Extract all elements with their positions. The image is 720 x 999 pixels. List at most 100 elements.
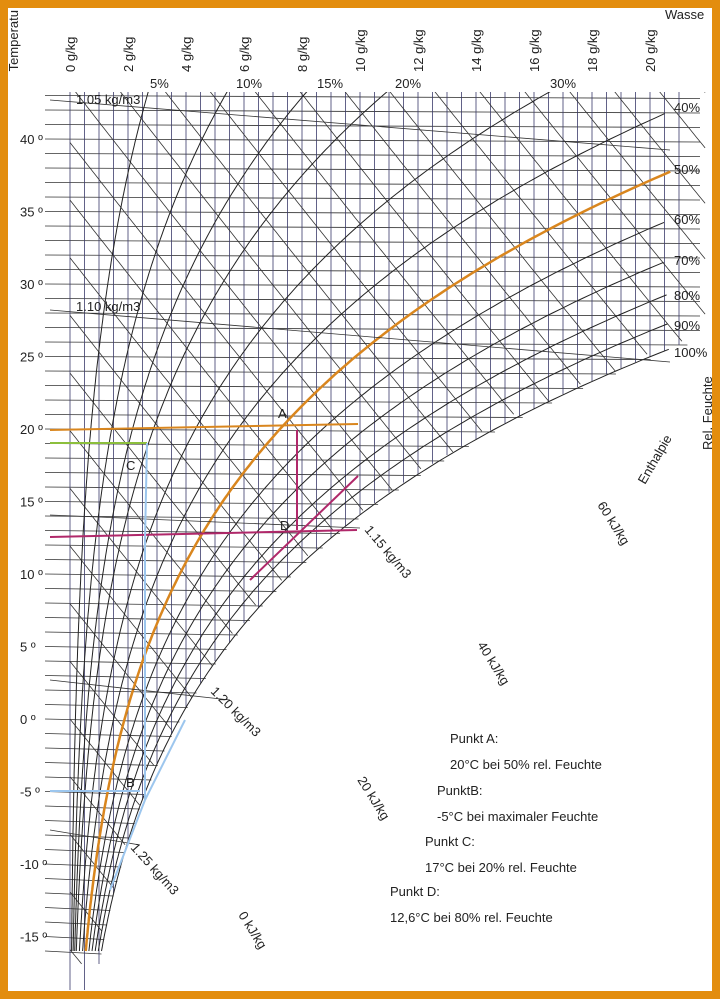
isotherm — [44, 182, 701, 186]
construction-line — [144, 442, 148, 800]
isotherm — [44, 225, 701, 230]
isotherm — [44, 849, 126, 853]
isotherm — [44, 109, 701, 114]
enthalpy-line — [434, 92, 648, 355]
header-label: Wasse — [665, 7, 704, 22]
enthalpy-line — [75, 92, 393, 490]
water-label: 2 g/kg — [121, 37, 136, 72]
rh-curve — [91, 261, 664, 952]
temperature-label: -15 º — [20, 930, 47, 945]
water-label: 0 g/kg — [63, 37, 78, 72]
enthalpy-line — [524, 92, 706, 315]
enthalpy-line — [69, 372, 256, 606]
isotherm — [44, 863, 122, 868]
temperature-label: 10 º — [20, 567, 43, 582]
temperature-label: 15 º — [20, 495, 43, 510]
isotherm — [44, 138, 701, 143]
rh-curve — [74, 92, 308, 952]
rh-curve — [72, 92, 228, 952]
construction-line — [49, 423, 359, 431]
rh-curve — [78, 92, 551, 952]
temperature-label: 40 º — [20, 132, 43, 147]
enthalpy-line — [614, 92, 706, 204]
isotherm — [44, 776, 152, 781]
isotherm — [44, 602, 263, 607]
legend-title: Punkt D: — [390, 884, 440, 899]
isotherm — [44, 559, 307, 563]
legend-text: 12,6°C bei 80% rel. Feuchte — [390, 910, 553, 925]
isotherm — [44, 457, 445, 462]
isotherm — [44, 414, 523, 418]
enthalpy-line — [569, 92, 706, 259]
isotherm — [44, 269, 701, 273]
isotherm — [44, 820, 135, 824]
isotherm — [44, 283, 701, 288]
rh-label: 10% — [236, 76, 262, 91]
enthalpy-line — [69, 545, 193, 698]
isotherm — [44, 950, 102, 955]
enthalpy-line — [69, 661, 155, 766]
enthalpy-line — [120, 92, 422, 470]
legend-title: PunktB: — [437, 783, 483, 798]
enthalpy-line — [69, 142, 364, 511]
enthalpy-line — [164, 92, 454, 453]
rh-label: 70% — [674, 253, 700, 268]
enthalpy-line — [69, 488, 213, 666]
rh-label: 20% — [395, 76, 421, 91]
point-letter: D — [280, 518, 289, 533]
enthalpy-line — [254, 92, 515, 415]
grid — [44, 92, 706, 990]
enthalpy-line — [69, 430, 233, 634]
temperature-label: -5 º — [20, 785, 40, 800]
enthalpy-line — [69, 199, 335, 532]
rh-label: 80% — [674, 288, 700, 303]
density-line — [49, 309, 671, 363]
enthalpy-line — [299, 92, 549, 402]
water-label: 14 g/kg — [469, 29, 484, 72]
rh-label: 90% — [674, 318, 700, 333]
construction-line — [144, 719, 186, 801]
enthalpy-line — [389, 92, 616, 372]
rh-label: 60% — [674, 212, 700, 227]
header-label: Temperatu — [6, 10, 21, 71]
rh-label: 50% — [674, 162, 700, 177]
density-line — [49, 829, 141, 846]
isotherm — [44, 95, 701, 99]
enthalpy-line — [69, 949, 82, 965]
enthalpy-line — [69, 315, 283, 581]
isotherm — [44, 544, 323, 549]
rh-curve — [84, 170, 671, 952]
point-letter: B — [126, 775, 135, 790]
isotherm — [44, 675, 206, 679]
density-line — [49, 99, 671, 151]
rh-curve — [82, 113, 665, 952]
isotherm — [44, 153, 701, 157]
density-line — [49, 679, 231, 701]
isotherm — [44, 312, 701, 317]
isotherm — [44, 486, 399, 491]
legend-title: Punkt C: — [425, 834, 475, 849]
temperature-label: 30 º — [20, 277, 43, 292]
construction-line — [109, 799, 146, 891]
rh-curve — [88, 221, 665, 952]
legend-text: 20°C bei 50% rel. Feuchte — [450, 757, 602, 772]
enthalpy-line — [659, 92, 706, 149]
isotherm — [44, 167, 701, 172]
rh-label: 30% — [550, 76, 576, 91]
rh-curve — [97, 323, 668, 952]
isotherm — [44, 631, 238, 636]
water-label: 20 g/kg — [643, 29, 658, 72]
rh-label: 40% — [674, 100, 700, 115]
rh-label: 100% — [674, 345, 708, 360]
isotherm — [44, 660, 216, 665]
temperature-label: 5 º — [20, 640, 36, 655]
water-label: 18 g/kg — [585, 29, 600, 72]
isotherm — [44, 878, 118, 882]
rh-label: 5% — [150, 76, 169, 91]
isotherm — [44, 515, 359, 520]
isotherm — [44, 385, 584, 389]
temperature-label: 25 º — [20, 350, 43, 365]
isotherm — [44, 588, 277, 592]
isotherm — [44, 646, 227, 650]
